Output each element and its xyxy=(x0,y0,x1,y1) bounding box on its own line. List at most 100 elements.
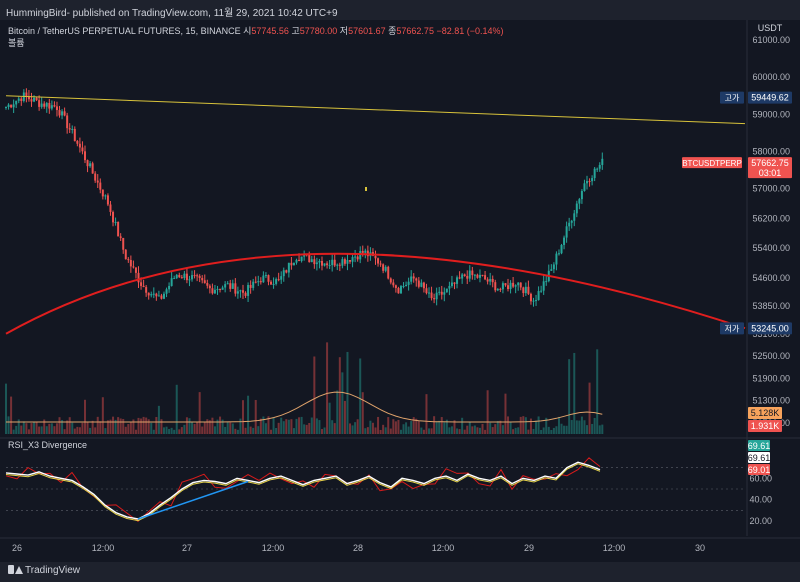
volume-bar xyxy=(377,416,380,434)
price-tick-label: 56200.00 xyxy=(752,213,790,223)
volume-bar xyxy=(328,402,331,434)
candle-body xyxy=(45,103,48,107)
volume-bar xyxy=(410,421,413,434)
volume-bar xyxy=(254,399,257,434)
candle-body xyxy=(127,259,130,261)
volume-bar xyxy=(15,425,18,434)
chart-canvas[interactable]: USDT 61000.00 60000.00 59000.00 58000.00 5700… xyxy=(0,20,800,562)
volume-bar xyxy=(94,427,97,434)
candle-body xyxy=(537,291,540,301)
volume-bar xyxy=(145,417,148,434)
volume-bar xyxy=(326,342,329,434)
symbol-name[interactable]: Bitcoin / TetherUS PERPETUAL FUTURES, 15… xyxy=(8,26,241,36)
candle-body xyxy=(89,163,92,167)
candle-body xyxy=(575,203,578,214)
volume-bar xyxy=(453,420,456,434)
price-tick-label: 60000.00 xyxy=(752,72,790,82)
candle-body xyxy=(264,275,267,277)
candle-body xyxy=(331,259,334,266)
volume-bar xyxy=(476,427,479,434)
price-tick-label: 51300.00 xyxy=(752,396,790,406)
volume-bar xyxy=(399,429,402,434)
candle-body xyxy=(573,213,576,221)
candle-body xyxy=(58,110,61,116)
candle-body xyxy=(343,259,346,264)
volume-bar xyxy=(43,419,46,434)
candle-body xyxy=(244,292,247,296)
candle-body xyxy=(568,222,571,227)
candle-body xyxy=(50,105,53,109)
volume-bar xyxy=(514,427,517,434)
volume-bar xyxy=(162,427,165,434)
volume-bar xyxy=(466,425,469,434)
candle-body xyxy=(428,292,431,294)
candle-body xyxy=(580,191,583,200)
volume-bar xyxy=(68,417,71,434)
volume-bar xyxy=(61,420,64,434)
price-tick-label: 61000.00 xyxy=(752,35,790,45)
volume-bar xyxy=(563,425,566,434)
volume-bar xyxy=(272,417,275,434)
volume-bar xyxy=(201,426,204,434)
candle-body xyxy=(206,283,209,286)
footer-strip xyxy=(0,562,800,582)
volume-bar xyxy=(519,416,522,434)
volume-bar xyxy=(570,420,573,434)
rsi-slow-line xyxy=(5,463,601,522)
candle-body xyxy=(323,263,326,266)
candle-body xyxy=(188,279,191,281)
volume-bar xyxy=(58,417,61,434)
candle-body xyxy=(560,244,563,254)
volume-bar xyxy=(257,426,260,434)
volume-bar xyxy=(83,399,86,434)
tradingview-logo[interactable]: TradingView xyxy=(8,565,80,576)
volume-bar xyxy=(478,427,481,434)
header-strip xyxy=(0,0,800,20)
candle-body xyxy=(598,164,601,169)
volume-bar xyxy=(203,421,206,434)
volume-bar xyxy=(573,352,576,434)
trendline xyxy=(5,95,746,125)
candle-body xyxy=(394,285,397,289)
candle-body xyxy=(308,254,311,263)
candle-body xyxy=(514,285,517,287)
candle-body xyxy=(270,281,273,285)
candle-body xyxy=(315,262,318,265)
volume-bar xyxy=(379,429,382,434)
price-tick-label: 53850.00 xyxy=(752,301,790,311)
candle-body xyxy=(48,103,51,109)
volume-bar xyxy=(499,420,502,434)
candle-body xyxy=(234,283,237,294)
rsi-legend[interactable]: RSI_X3 Divergence xyxy=(8,440,88,450)
candle-body xyxy=(229,283,232,289)
volume-bar xyxy=(119,418,122,434)
time-tick-label: 27 xyxy=(182,543,192,553)
volume-bar xyxy=(239,418,242,434)
candle-body xyxy=(593,168,596,179)
candle-body xyxy=(183,273,186,278)
candle-body xyxy=(420,282,423,287)
volume-bar xyxy=(501,425,504,434)
volume-bar xyxy=(10,396,13,434)
volume-bar xyxy=(494,424,497,434)
volume-bar xyxy=(117,417,120,434)
candle-body xyxy=(351,257,354,262)
candle-body xyxy=(122,237,125,250)
candle-body xyxy=(257,281,260,283)
candle-body xyxy=(476,274,479,278)
volume-bar xyxy=(30,423,33,434)
candle-body xyxy=(53,105,56,107)
candle-body xyxy=(112,211,115,223)
volume-bar xyxy=(580,416,583,434)
candle-body xyxy=(292,262,295,266)
candle-body xyxy=(267,275,270,282)
candle-body xyxy=(241,290,244,293)
volume-bar xyxy=(45,426,48,434)
candle-body xyxy=(157,295,160,297)
volume-legend[interactable]: 볼륨 xyxy=(8,38,25,48)
volume-bar xyxy=(588,382,591,434)
candle-body xyxy=(226,283,229,285)
candle-body xyxy=(410,276,413,282)
volume-bar xyxy=(206,419,209,434)
candle-body xyxy=(76,140,79,144)
